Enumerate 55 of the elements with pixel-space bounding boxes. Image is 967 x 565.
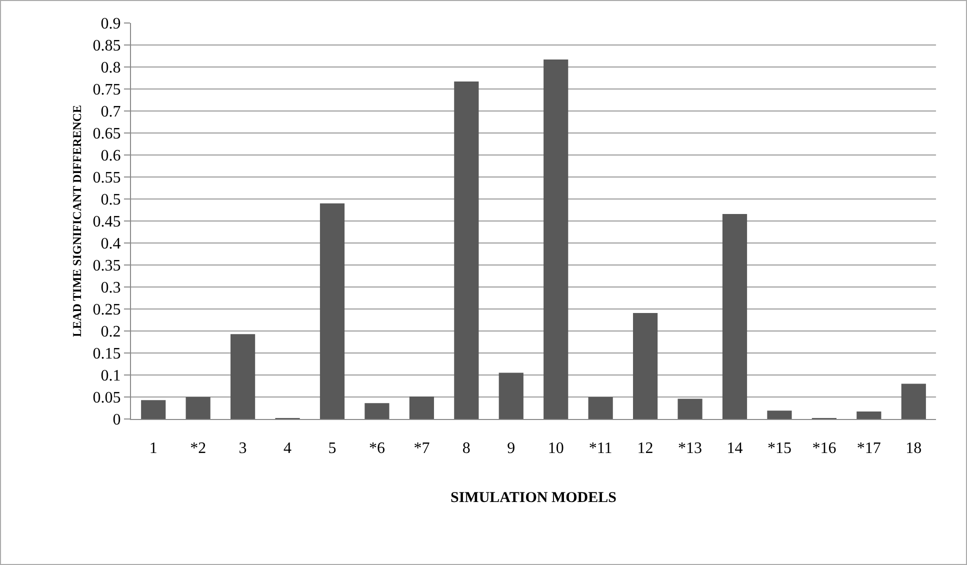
bar [544,60,568,419]
bar [722,214,748,419]
bar [767,410,792,419]
bar [186,397,210,419]
y-tick-label: 0.9 [100,16,121,33]
x-tick-label: 9 [507,440,516,458]
x-tick-label: *16 [812,440,836,458]
x-tick-label: 4 [284,440,292,458]
bar [364,403,390,419]
x-tick-label: 18 [906,440,922,458]
x-tick-label: 12 [637,440,654,458]
y-tick-label: 0.7 [100,104,121,121]
y-tick-label: 0.05 [92,390,121,407]
y-tick-label: 0.55 [92,170,121,187]
bar [230,334,256,419]
y-tick-label: 0 [112,412,121,429]
x-tick-label: *6 [368,440,385,458]
y-tick-label: 0.5 [100,192,121,209]
x-tick-label: 5 [328,440,336,458]
bar [633,312,658,419]
x-tick-label: *13 [678,440,702,458]
y-tick-label: 0.1 [100,368,121,385]
y-tick-label: 0.8 [100,60,121,77]
x-tick-label: *15 [767,440,792,458]
bar [856,412,882,419]
y-tick-label: 0.15 [92,346,121,363]
y-tick-label: 0.2 [100,324,121,341]
bar [320,203,345,419]
y-tick-label: 0.45 [92,214,121,231]
y-tick-label: 0.35 [92,258,121,275]
x-tick-label: 8 [462,440,470,458]
bar [901,384,926,419]
x-tick-label: *17 [856,440,881,458]
bar [409,396,434,419]
bar [454,82,479,419]
x-tick-label: *2 [190,440,206,458]
y-tick-label: 0.3 [100,280,121,297]
x-tick-label: 3 [238,440,247,458]
bar [678,398,702,419]
y-tick-label: 0.4 [100,236,121,253]
x-tick-label: 1 [149,440,158,458]
bar [141,400,166,419]
y-tick-label: 0.65 [92,126,121,143]
y-axis-title: LEAD TIME SIGNIFICANT DIFFERENCE [70,105,84,337]
y-tick-label: 0.25 [92,302,121,319]
y-tick-label: 0.6 [100,148,121,165]
bar [588,397,613,419]
x-axis-title: SIMULATION MODELS [450,490,616,506]
x-tick-label: 10 [548,440,564,458]
x-tick-label: *11 [588,440,612,458]
y-tick-label: 0.85 [92,38,121,55]
bar [498,372,524,419]
x-tick-label: *7 [414,440,430,458]
y-tick-label: 0.75 [92,82,121,99]
x-tick-label: 14 [726,440,743,458]
